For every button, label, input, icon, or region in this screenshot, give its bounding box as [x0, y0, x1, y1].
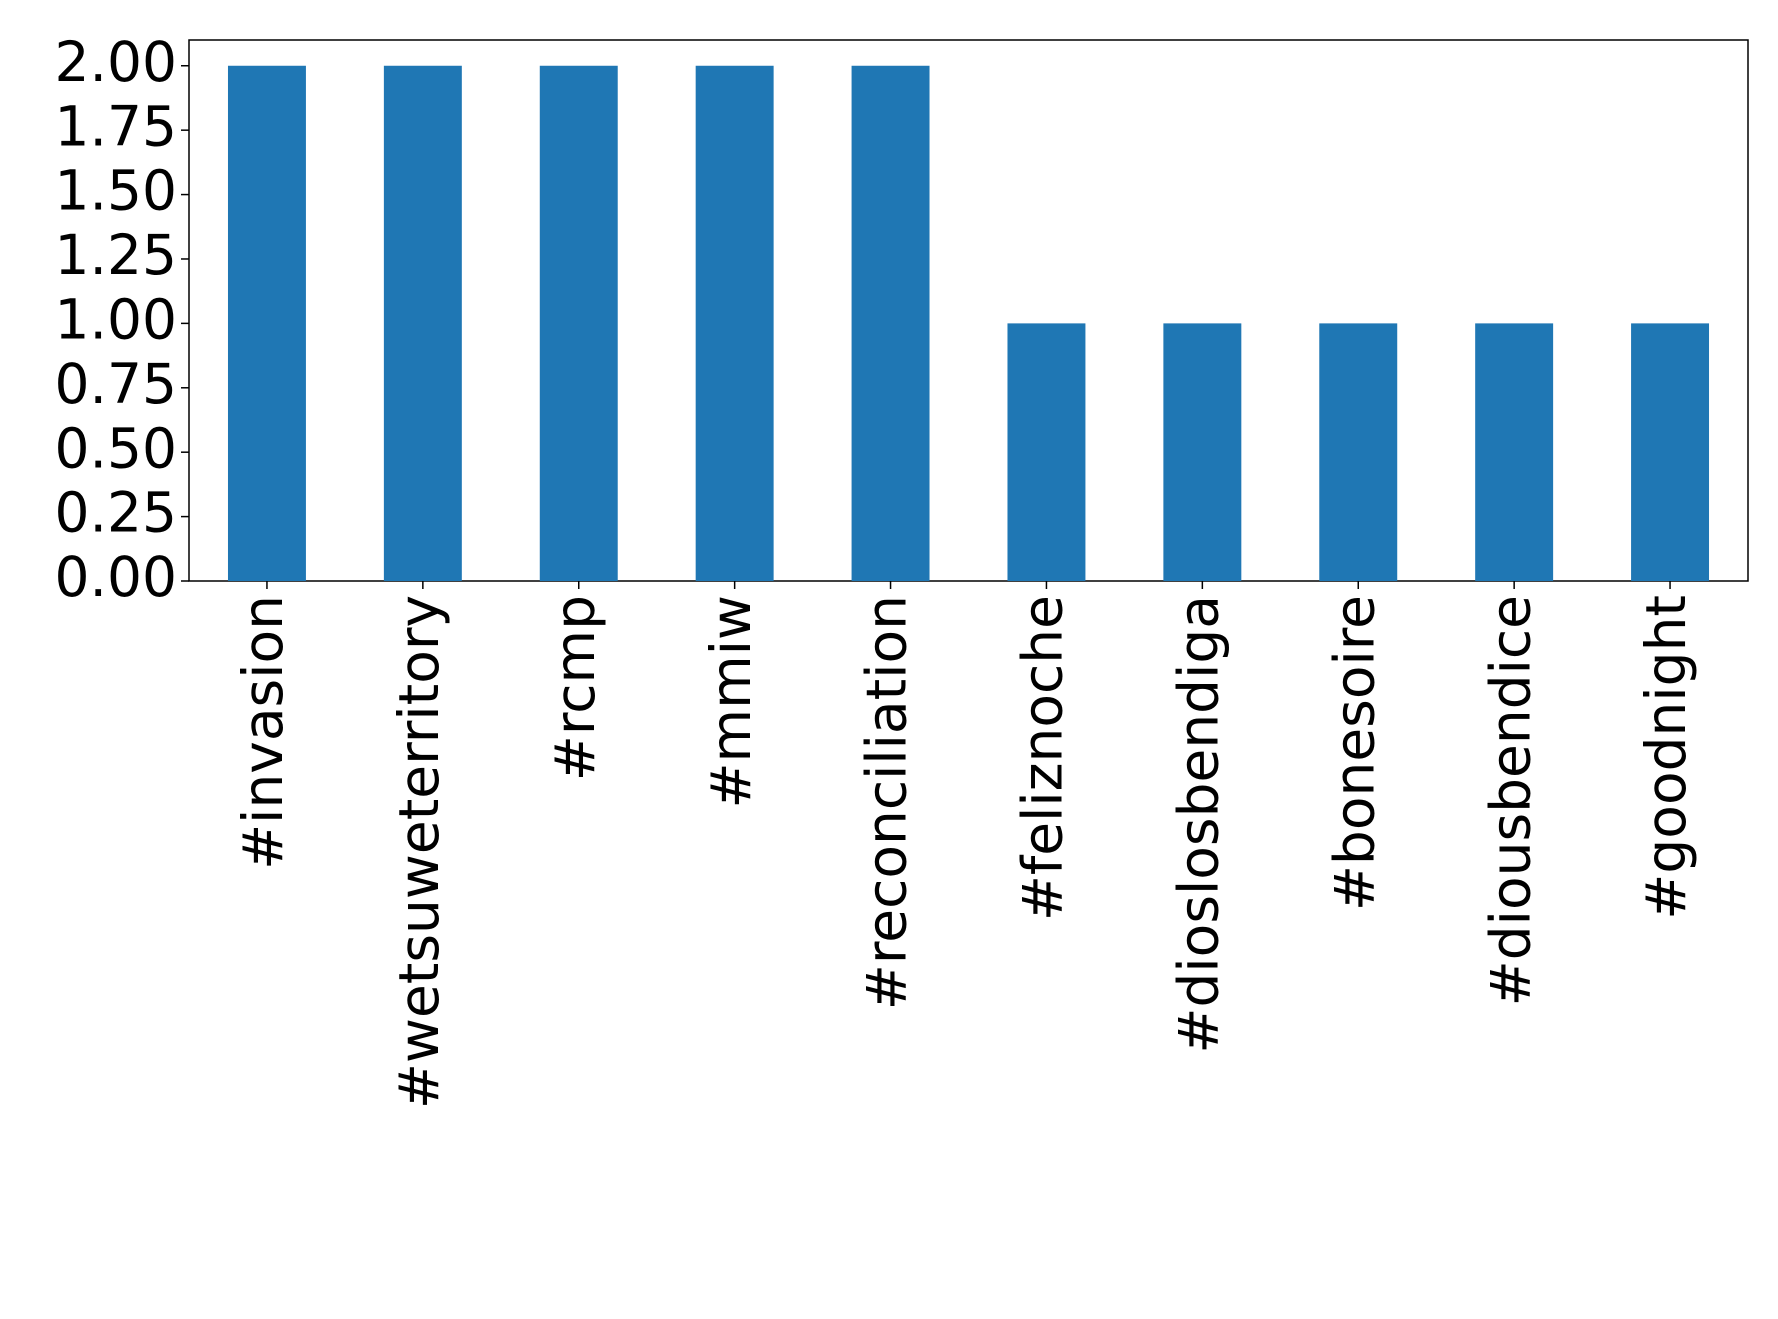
y-tick-label: 0.75 [55, 352, 177, 416]
x-tick-label: #rcmp [543, 595, 607, 781]
y-tick-label: 0.25 [55, 481, 177, 545]
x-tick-label: #dioslosbendiga [1166, 595, 1230, 1054]
y-tick-label: 1.00 [55, 288, 177, 352]
bar [1007, 323, 1086, 581]
x-tick-label: #reconciliation [855, 595, 919, 1010]
x-tick-label: #bonesoire [1322, 595, 1386, 911]
bar [1475, 323, 1554, 581]
bar [383, 65, 462, 581]
bar [1319, 323, 1398, 581]
bar [539, 65, 618, 581]
bar [1631, 323, 1710, 581]
x-tick-label: #feliznoche [1011, 595, 1075, 921]
bar [1163, 323, 1242, 581]
x-tick-label: #wetsuweterritory [387, 595, 451, 1109]
y-tick-label: 1.50 [55, 159, 177, 223]
bar [227, 65, 306, 581]
y-tick-label: 1.25 [55, 223, 177, 287]
y-tick-label: 0.00 [55, 545, 177, 609]
plot-frame [188, 39, 1749, 582]
x-tick-label: #invasion [231, 595, 295, 870]
x-tick-label: #mmiw [699, 595, 763, 809]
y-tick-label: 2.00 [55, 30, 177, 94]
bar [695, 65, 774, 581]
bar [851, 65, 930, 581]
x-tick-label: #goodnight [1634, 595, 1698, 920]
x-tick-label: #diousbendice [1478, 595, 1542, 1006]
y-tick-label: 1.75 [55, 94, 177, 158]
y-tick-label: 0.50 [55, 416, 177, 480]
